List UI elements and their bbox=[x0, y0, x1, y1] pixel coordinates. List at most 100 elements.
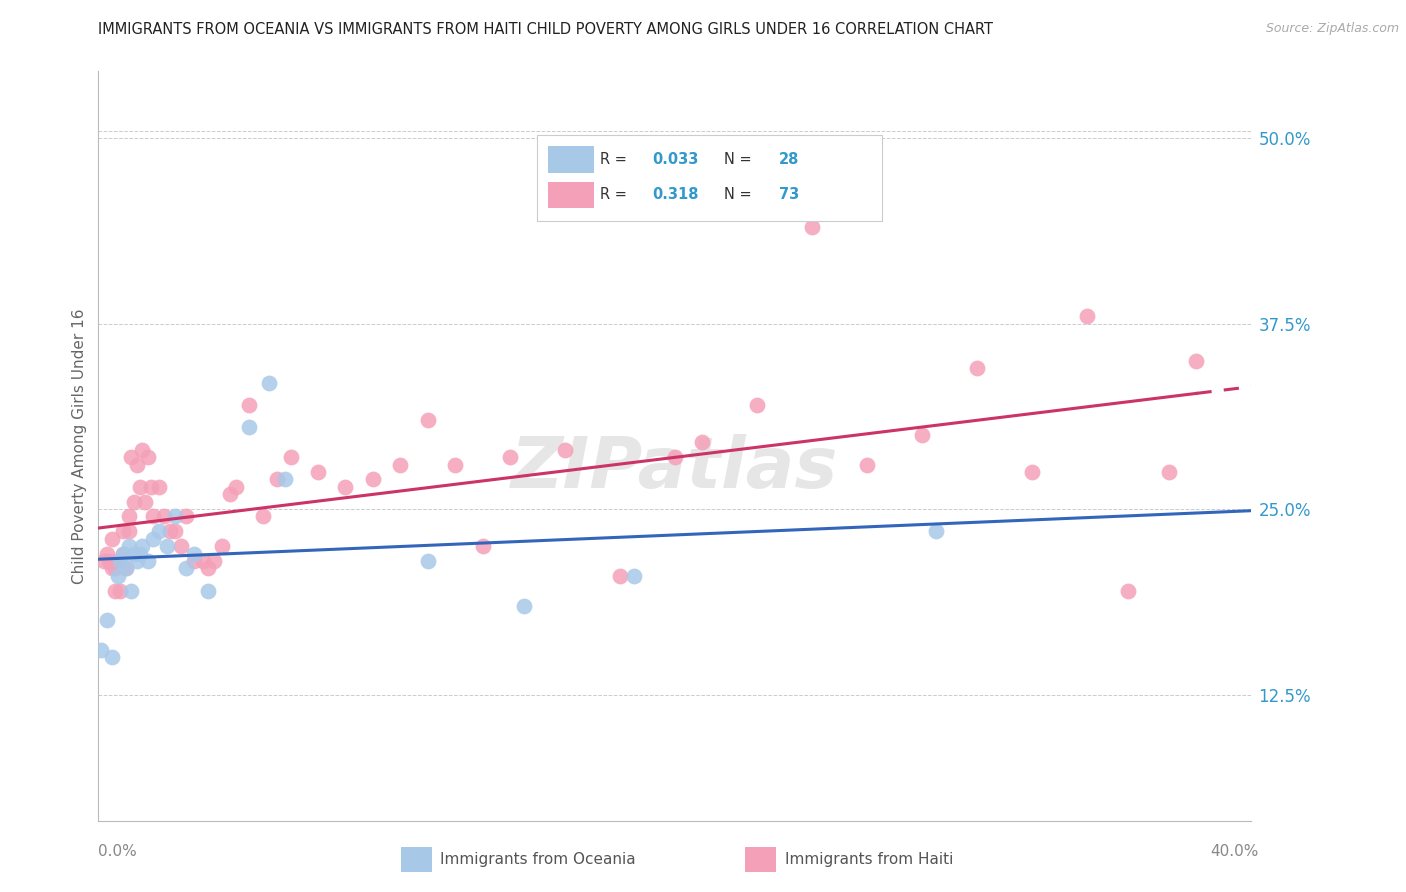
Text: R =: R = bbox=[600, 186, 636, 202]
Point bbox=[148, 524, 170, 539]
Point bbox=[416, 554, 439, 568]
Point bbox=[104, 583, 127, 598]
Point bbox=[120, 583, 142, 598]
Point bbox=[128, 480, 150, 494]
Point bbox=[148, 480, 170, 494]
Point bbox=[110, 583, 132, 598]
Point bbox=[361, 472, 384, 486]
Point bbox=[499, 450, 522, 464]
Point bbox=[112, 547, 135, 561]
Text: N =: N = bbox=[724, 186, 756, 202]
Point bbox=[183, 547, 205, 561]
Point bbox=[416, 413, 439, 427]
Point bbox=[117, 524, 139, 539]
Text: 73: 73 bbox=[779, 186, 799, 202]
Point bbox=[174, 509, 197, 524]
Point bbox=[128, 547, 150, 561]
Point bbox=[1021, 465, 1043, 479]
Point bbox=[1185, 353, 1208, 368]
Point bbox=[183, 554, 205, 568]
Point bbox=[134, 494, 156, 508]
Point bbox=[554, 442, 576, 457]
Text: ZIPatlas: ZIPatlas bbox=[512, 434, 838, 503]
Point bbox=[202, 554, 225, 568]
Point bbox=[107, 554, 129, 568]
Point bbox=[136, 450, 159, 464]
Point bbox=[159, 524, 181, 539]
Point bbox=[801, 220, 824, 235]
Point bbox=[153, 509, 176, 524]
Point bbox=[924, 524, 946, 539]
Point bbox=[225, 480, 247, 494]
Point bbox=[107, 569, 129, 583]
Point bbox=[131, 539, 153, 553]
Text: IMMIGRANTS FROM OCEANIA VS IMMIGRANTS FROM HAITI CHILD POVERTY AMONG GIRLS UNDER: IMMIGRANTS FROM OCEANIA VS IMMIGRANTS FR… bbox=[98, 22, 994, 37]
Point bbox=[136, 554, 159, 568]
Point bbox=[856, 458, 879, 472]
Point bbox=[174, 561, 197, 575]
Point bbox=[170, 539, 193, 553]
Text: 0.033: 0.033 bbox=[652, 152, 699, 167]
Point bbox=[1157, 465, 1180, 479]
Point bbox=[966, 361, 988, 376]
Point bbox=[274, 472, 297, 486]
Point bbox=[692, 435, 714, 450]
Point bbox=[98, 554, 121, 568]
Point bbox=[122, 547, 145, 561]
Point bbox=[125, 458, 148, 472]
Point bbox=[252, 509, 274, 524]
Point bbox=[747, 398, 769, 412]
Point bbox=[335, 480, 357, 494]
Point bbox=[197, 561, 219, 575]
Point bbox=[238, 398, 260, 412]
Point bbox=[257, 376, 280, 390]
Point bbox=[115, 561, 138, 575]
Point bbox=[191, 554, 214, 568]
Point bbox=[96, 613, 118, 627]
Point bbox=[664, 450, 686, 464]
Point bbox=[623, 569, 645, 583]
Point bbox=[112, 524, 135, 539]
Point bbox=[101, 532, 124, 546]
Text: R =: R = bbox=[600, 152, 631, 167]
Point bbox=[142, 532, 165, 546]
Point bbox=[280, 450, 302, 464]
Point bbox=[110, 554, 132, 568]
Point bbox=[156, 539, 179, 553]
Point bbox=[112, 547, 135, 561]
Point bbox=[101, 561, 124, 575]
Text: Immigrants from Haiti: Immigrants from Haiti bbox=[785, 853, 953, 867]
Text: 40.0%: 40.0% bbox=[1211, 845, 1258, 859]
Point bbox=[125, 554, 148, 568]
Point bbox=[131, 442, 153, 457]
Text: 0.0%: 0.0% bbox=[98, 845, 138, 859]
Text: Source: ZipAtlas.com: Source: ZipAtlas.com bbox=[1265, 22, 1399, 36]
Point bbox=[471, 539, 494, 553]
Point bbox=[911, 428, 934, 442]
Y-axis label: Child Poverty Among Girls Under 16: Child Poverty Among Girls Under 16 bbox=[72, 309, 87, 583]
Bar bbox=[548, 146, 595, 172]
Point bbox=[389, 458, 412, 472]
Point bbox=[165, 524, 187, 539]
Point bbox=[101, 650, 124, 665]
Point bbox=[139, 480, 162, 494]
Point bbox=[1116, 583, 1139, 598]
Point bbox=[110, 554, 132, 568]
Point bbox=[117, 509, 139, 524]
Point bbox=[444, 458, 467, 472]
Point bbox=[93, 554, 115, 568]
Point bbox=[142, 509, 165, 524]
Bar bbox=[548, 181, 595, 208]
Point bbox=[165, 509, 187, 524]
Point bbox=[197, 583, 219, 598]
Text: N =: N = bbox=[724, 152, 756, 167]
Point bbox=[609, 569, 631, 583]
Bar bbox=[537, 135, 883, 221]
Point bbox=[1076, 309, 1098, 323]
Text: 28: 28 bbox=[779, 152, 799, 167]
Point bbox=[90, 643, 112, 657]
Point bbox=[120, 450, 142, 464]
Point bbox=[96, 547, 118, 561]
Point bbox=[219, 487, 242, 501]
Point bbox=[307, 465, 329, 479]
